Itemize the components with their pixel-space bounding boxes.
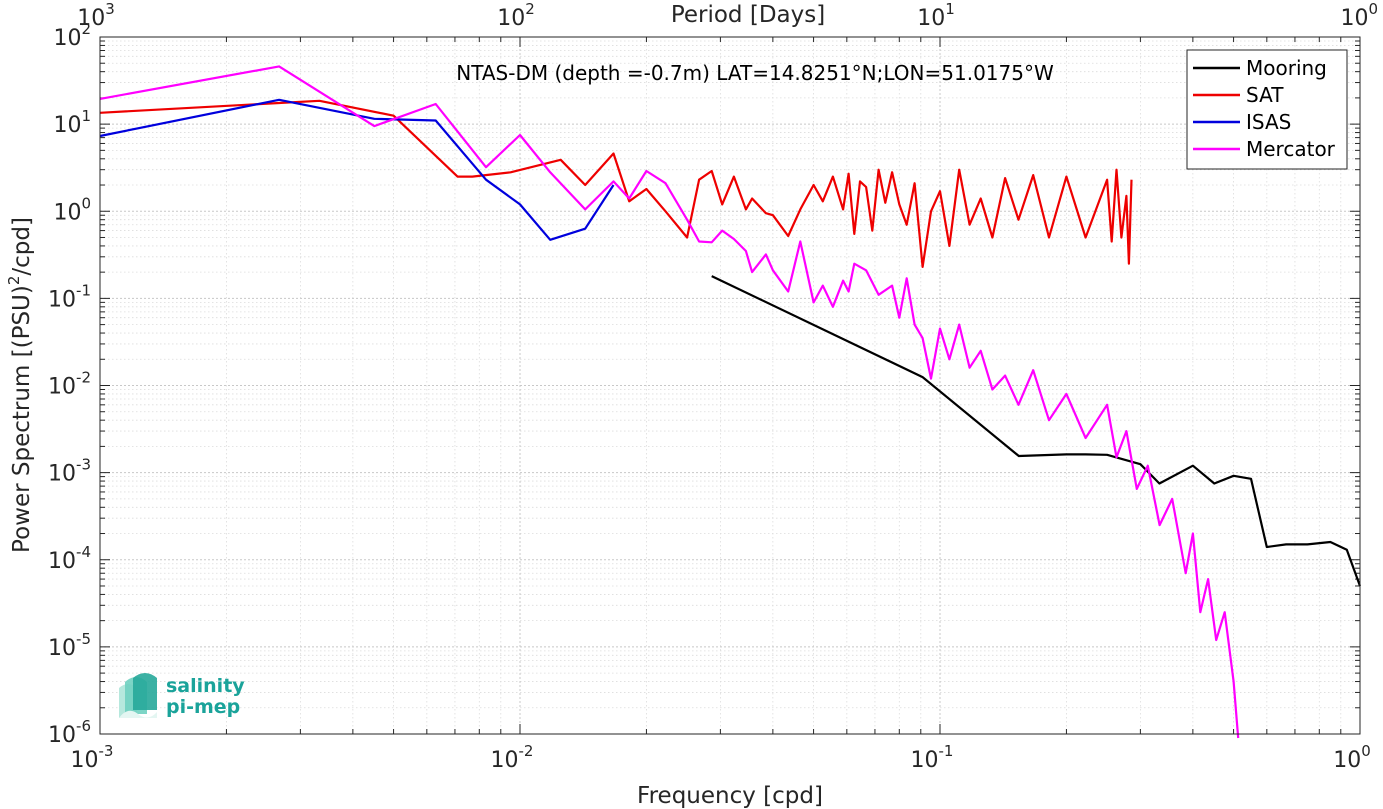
legend-label-sat: SAT (1246, 83, 1284, 107)
legend-items: Mooring SAT ISAS Mercator (1193, 56, 1336, 161)
legend-label-isas: ISAS (1246, 110, 1291, 134)
x-tick-label: 10-2 (491, 742, 534, 773)
logo-line-2: pi-mep (166, 696, 240, 718)
y-tick-label: 100 (53, 194, 91, 225)
x-tick-labels: 10-3 10-2 10-1 100 (71, 742, 1371, 773)
top-tick-label: 101 (917, 0, 955, 31)
y-tick-label: 10-3 (48, 456, 91, 487)
legend: Mooring SAT ISAS Mercator (1186, 49, 1348, 170)
y-tick-labels: 102 101 100 10-1 10-2 10-3 10-4 10-5 10-6 (48, 20, 91, 748)
y-tick-label: 102 (53, 20, 91, 51)
top-tick-label: 100 (1340, 0, 1378, 31)
y-tick-label: 10-6 (48, 717, 91, 748)
series-line-sat (99, 99, 1133, 268)
legend-label-mooring: Mooring (1246, 56, 1327, 80)
x-axis-label: Frequency [cpd] (637, 783, 823, 809)
top-tick-label: 102 (497, 0, 535, 31)
chart-title: NTAS-DM (depth =-0.7m) LAT=14.8251°N;LON… (456, 61, 1054, 85)
series-lines (99, 65, 1362, 739)
top-tick-labels: 103 102 101 100 (77, 0, 1378, 31)
x-tick-label: 10-1 (911, 742, 954, 773)
y-tick-label: 10-2 (48, 369, 91, 400)
x-tick-label: 100 (1333, 742, 1371, 773)
series-line-isas (99, 98, 615, 241)
logo-line-1: salinity (166, 675, 245, 697)
series-line-mooring (711, 275, 1362, 587)
y-tick-label: 10-4 (48, 543, 91, 574)
y-tick-label: 101 (53, 107, 91, 138)
salinity-pi-mep-logo: salinity pi-mep (119, 673, 245, 718)
top-tick-label: 103 (77, 0, 115, 31)
y-tick-label: 10-1 (48, 281, 91, 312)
y-axis-label: Power Spectrum [(PSU)2/cpd] (5, 217, 35, 553)
plot-frame (99, 36, 1361, 735)
waves-logo-icon (119, 673, 157, 718)
x-tick-label: 10-3 (71, 742, 114, 773)
series-line-mercator (99, 65, 1240, 739)
top-axis-label: Period [Days] (671, 2, 825, 28)
y-tick-label: 10-5 (48, 630, 91, 661)
legend-label-mercator: Mercator (1246, 137, 1336, 161)
